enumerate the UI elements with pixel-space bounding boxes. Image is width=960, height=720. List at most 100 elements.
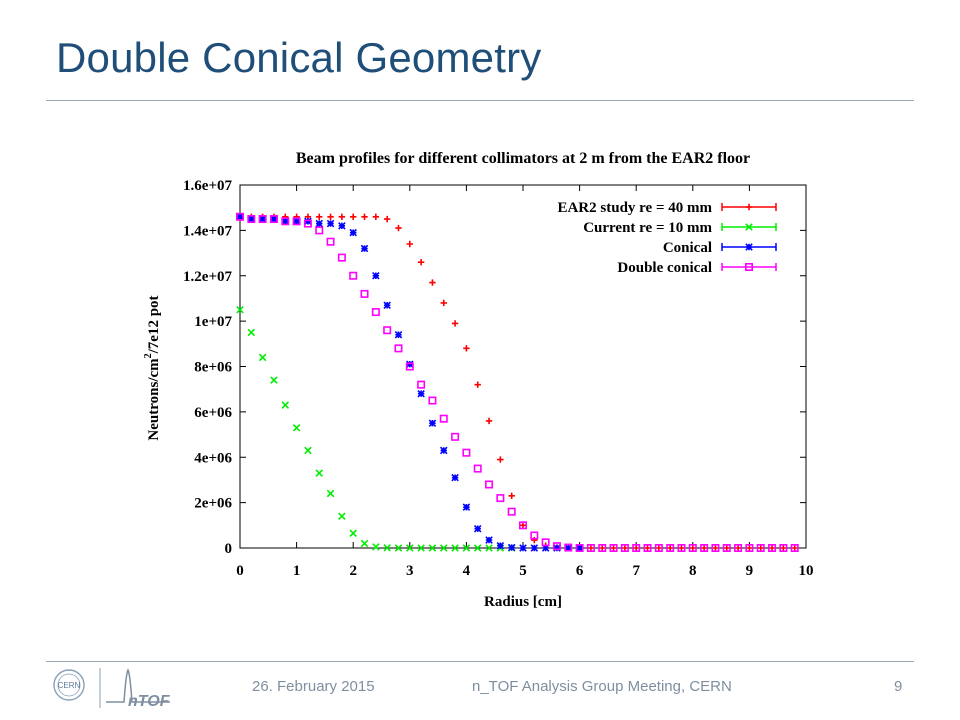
data-point — [394, 544, 403, 552]
svg-text:CERN: CERN — [58, 681, 81, 690]
data-point — [281, 217, 290, 226]
data-series — [236, 212, 799, 552]
data-point — [315, 219, 324, 228]
data-point — [304, 446, 312, 455]
data-point — [303, 219, 312, 228]
data-point — [485, 544, 493, 552]
footer-date: 26. February 2015 — [252, 678, 375, 695]
x-tick-label: 6 — [576, 563, 584, 579]
data-point — [485, 480, 494, 489]
plot-frame — [239, 184, 807, 549]
data-point — [405, 362, 414, 371]
data-point — [383, 326, 392, 335]
data-point — [723, 544, 730, 552]
title-divider — [46, 100, 914, 101]
data-point — [541, 538, 550, 547]
data-point — [508, 492, 515, 500]
data-point — [518, 521, 527, 530]
chart-title: Beam profiles for different collimators … — [296, 150, 750, 167]
data-point — [406, 360, 414, 368]
series-2 — [236, 306, 516, 552]
x-tick-label: 0 — [236, 563, 244, 579]
data-point — [678, 544, 685, 552]
data-point — [564, 543, 573, 552]
data-point — [496, 541, 505, 550]
data-point — [474, 381, 481, 388]
data-point — [689, 544, 696, 552]
y-tick-label: 1.4e+07 — [183, 223, 232, 239]
data-point — [711, 543, 720, 552]
data-point — [292, 423, 301, 432]
svg-text:nTOF: nTOF — [128, 693, 171, 710]
data-point — [609, 543, 618, 552]
data-point — [519, 522, 527, 529]
legend: EAR2 study re = 40 mm Current re = 10 mm C… — [557, 200, 777, 276]
data-point — [462, 544, 471, 552]
y-tick-label: 1.2e+07 — [183, 269, 232, 285]
legend-marker — [745, 203, 753, 211]
data-point — [372, 213, 380, 220]
data-point — [745, 543, 754, 552]
data-point — [519, 544, 527, 552]
x-tick-label: 5 — [519, 563, 527, 579]
data-point — [633, 544, 640, 552]
data-point — [768, 544, 776, 552]
data-point — [338, 222, 346, 230]
data-point — [451, 473, 459, 482]
data-point — [485, 536, 493, 544]
data-point — [417, 389, 425, 398]
data-point — [428, 544, 437, 552]
data-point — [338, 512, 346, 521]
data-point — [281, 217, 290, 226]
y-tick-label: 1.6e+07 — [183, 178, 232, 194]
page-number: 9 — [894, 678, 903, 695]
x-tick-label: 1 — [293, 563, 301, 579]
data-point — [644, 544, 651, 552]
data-point — [654, 543, 663, 552]
data-point — [258, 353, 267, 362]
data-point — [269, 215, 278, 224]
x-tick-label: 9 — [746, 563, 754, 579]
data-point — [439, 446, 448, 455]
data-point — [281, 401, 290, 409]
data-point — [677, 543, 686, 552]
data-point — [350, 213, 357, 220]
data-point — [485, 417, 493, 425]
data-point — [530, 531, 539, 540]
data-point — [315, 226, 324, 235]
data-point — [553, 544, 561, 552]
data-point — [270, 215, 278, 223]
data-point — [473, 524, 482, 533]
data-point — [757, 544, 764, 552]
legend-marker — [745, 223, 753, 231]
data-point — [247, 328, 256, 337]
data-point — [292, 217, 301, 226]
data-point — [712, 544, 719, 552]
data-point — [462, 503, 471, 511]
cern-logo: CERN — [53, 669, 85, 701]
data-point — [473, 464, 482, 473]
data-point — [372, 271, 380, 280]
series-4 — [236, 212, 799, 552]
ntof-logo: nTOF — [99, 668, 171, 710]
y-tick-label: 4e+06 — [194, 450, 232, 466]
data-point — [791, 544, 798, 552]
data-point — [621, 544, 629, 552]
footer-meeting: n_TOF Analysis Group Meeting, CERN — [472, 678, 732, 695]
legend-label: EAR2 study re = 40 mm — [557, 200, 712, 216]
data-point — [610, 544, 617, 552]
footer-divider — [46, 661, 914, 662]
beam-profile-chart: Beam profiles for different collimators … — [143, 150, 814, 610]
data-point — [258, 215, 267, 223]
data-point — [394, 344, 403, 353]
data-point — [360, 244, 369, 253]
data-point — [292, 217, 301, 226]
data-point — [349, 529, 357, 538]
slide-title: Double Conical Geometry — [56, 34, 542, 81]
data-point — [473, 544, 482, 552]
data-point — [541, 544, 550, 552]
data-point — [598, 543, 607, 552]
data-point — [463, 345, 470, 352]
data-point — [666, 543, 675, 552]
data-point — [428, 396, 437, 405]
